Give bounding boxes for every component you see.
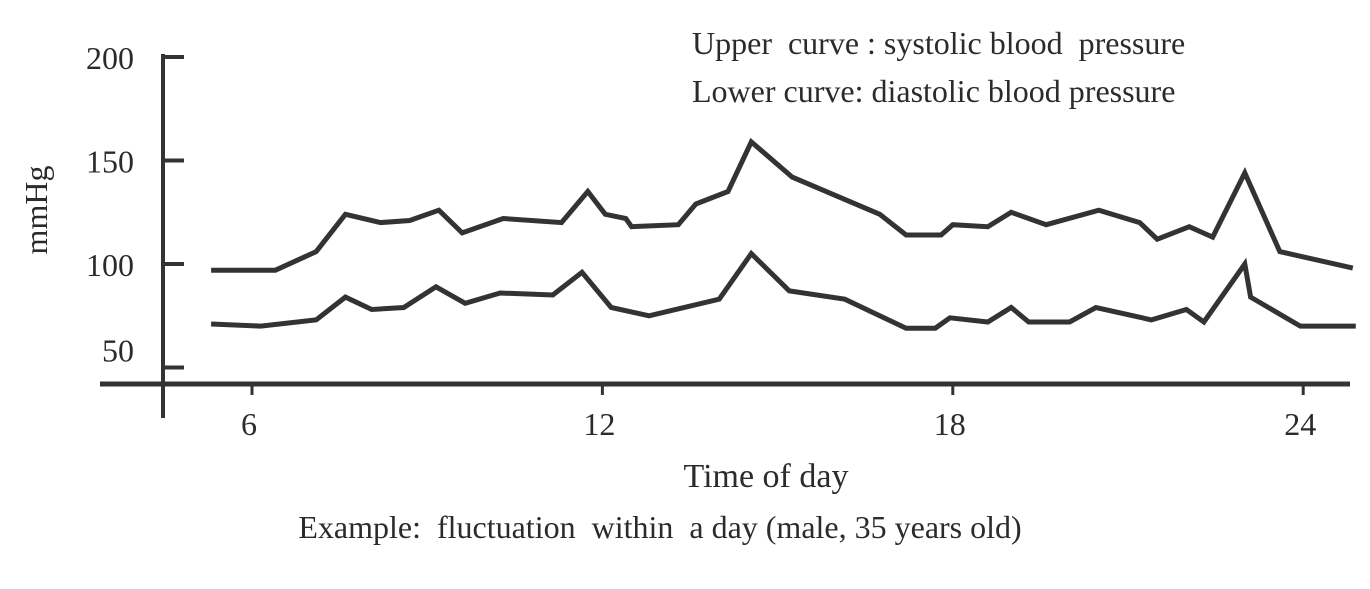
y-axis-label: mmHg xyxy=(18,166,54,255)
x-tick-label: 24 xyxy=(1284,406,1316,442)
legend-entry-diastolic: Lower curve: diastolic blood pressure xyxy=(692,73,1175,109)
y-tick-label: 100 xyxy=(86,247,134,283)
y-tick-label: 150 xyxy=(86,144,134,180)
y-tick-label: 50 xyxy=(102,333,134,369)
x-tick-label: 12 xyxy=(583,406,615,442)
x-tick-label: 18 xyxy=(934,406,966,442)
systolic-curve xyxy=(211,137,1354,273)
y-tick-label: 200 xyxy=(86,40,134,76)
chart-caption: Example: fluctuation within a day (male,… xyxy=(298,509,1021,545)
diastolic-curve xyxy=(210,249,1356,331)
x-axis-label: Time of day xyxy=(684,458,849,495)
x-tick-label: 6 xyxy=(241,406,257,442)
legend-entry-systolic: Upper curve : systolic blood pressure xyxy=(692,25,1185,61)
